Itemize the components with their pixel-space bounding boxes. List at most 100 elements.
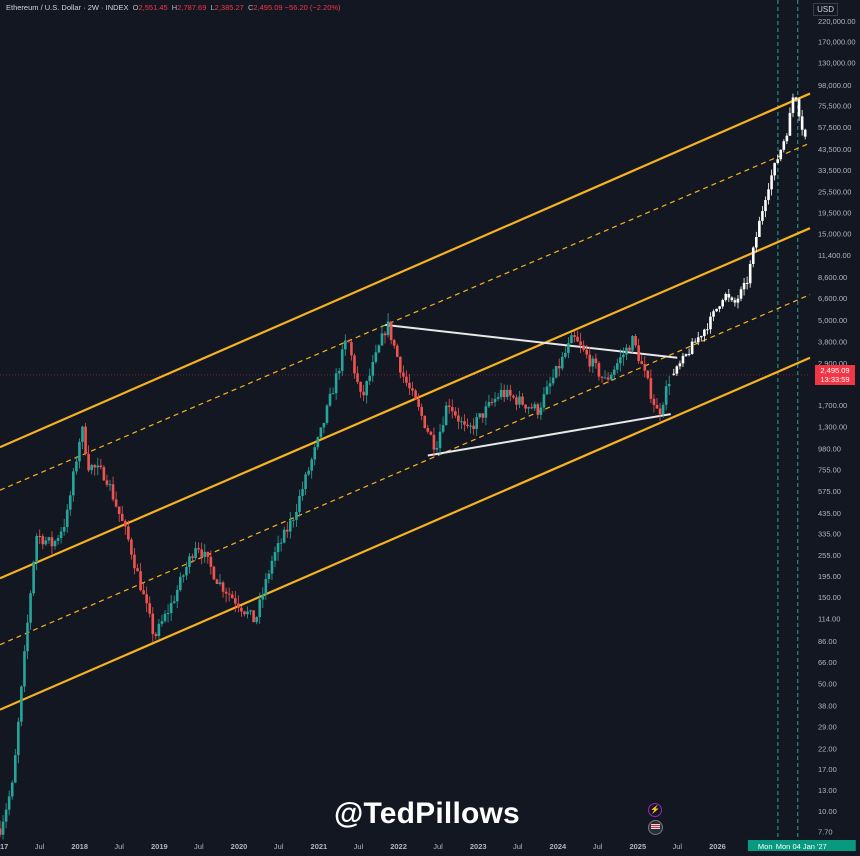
candle-body: [87, 454, 90, 471]
candle-body: [200, 549, 203, 557]
candle-body: [637, 345, 640, 362]
candle-body: [411, 388, 414, 391]
candle-body: [17, 721, 20, 756]
candle-body: [191, 556, 194, 558]
candle-body: [748, 264, 752, 284]
y-tick-label: 255.00: [818, 551, 841, 560]
candle-body: [175, 589, 179, 602]
candle-body: [0, 828, 2, 835]
candle-body: [675, 366, 679, 374]
candle-body: [582, 345, 585, 350]
candle-body: [432, 434, 436, 450]
candle-body: [736, 298, 740, 303]
candle-body: [423, 415, 427, 428]
candle-body: [206, 551, 210, 557]
candle-body: [548, 383, 552, 387]
candle-body: [690, 341, 694, 354]
candle-body: [417, 399, 420, 407]
candle-body: [328, 393, 332, 406]
candle-body: [457, 415, 460, 422]
high-label: H: [171, 3, 178, 12]
candle-body: [715, 308, 718, 312]
candle-body: [227, 593, 231, 595]
candle-body: [347, 340, 350, 343]
us-flag-icon[interactable]: [648, 820, 663, 835]
candle-body: [160, 621, 164, 624]
lightning-icon[interactable]: ⚡: [648, 803, 662, 817]
candle-body: [139, 571, 142, 591]
y-tick-label: 15,000.00: [818, 229, 851, 238]
y-tick-label: 5,000.00: [818, 316, 847, 325]
candle-body: [542, 394, 546, 408]
candle-body: [292, 519, 295, 521]
candle-body: [658, 408, 662, 415]
candle-body: [111, 484, 115, 500]
candle-body: [102, 467, 106, 481]
date-marker-label: Mon: [758, 842, 773, 851]
candle-body: [794, 97, 798, 100]
channel-line: [0, 92, 811, 449]
candle-body: [163, 613, 167, 622]
candle-body: [533, 404, 537, 409]
candle-body: [567, 343, 570, 353]
candle-body: [466, 424, 469, 427]
y-tick-label: 25,500.00: [818, 187, 851, 196]
candle-body: [751, 247, 755, 265]
candle-body: [35, 535, 38, 562]
candle-body: [460, 421, 463, 423]
candle-body: [4, 809, 8, 822]
candle-body: [597, 363, 601, 377]
currency-button[interactable]: USD: [813, 3, 838, 16]
candle-body: [108, 484, 112, 486]
candle-body: [316, 437, 320, 448]
candle-body: [356, 373, 359, 382]
y-tick-label: 22.00: [818, 745, 837, 754]
candle-body: [304, 474, 307, 490]
time-axis-area: [0, 839, 860, 851]
candle-body: [295, 511, 298, 520]
candle-body: [344, 340, 347, 350]
candle-body: [59, 531, 63, 539]
candle-body: [499, 389, 503, 398]
candle-body: [512, 395, 515, 398]
x-tick-label: Jul: [35, 842, 45, 851]
y-tick-label: 33,500.00: [818, 166, 851, 175]
candle-body: [557, 366, 561, 369]
y-tick-label: 755.00: [818, 465, 841, 474]
watermark-handle: @TedPillows: [334, 797, 520, 830]
candle-body: [68, 495, 72, 510]
x-tick-label: Jul: [672, 842, 682, 851]
candle-body: [157, 623, 161, 637]
candle-body: [515, 397, 518, 405]
y-tick-label: 335.00: [818, 530, 841, 539]
candle-body: [279, 542, 283, 544]
y-tick-label: 220,000.00: [818, 17, 856, 26]
y-tick-label: 114.00: [818, 615, 840, 624]
y-tick-label: 13.00: [818, 786, 837, 795]
y-tick-label: 980.00: [818, 445, 841, 454]
x-tick-label: Jul: [513, 842, 523, 851]
candle-body: [383, 333, 387, 336]
candle-body: [718, 306, 721, 309]
candle-body: [472, 425, 475, 429]
candle-body: [773, 162, 776, 176]
candle-body: [255, 617, 258, 623]
candle-body: [724, 294, 728, 301]
channel-line: [0, 227, 811, 580]
candle-body: [770, 175, 773, 190]
candle-body: [672, 373, 676, 375]
candle-body: [402, 372, 405, 377]
y-tick-label: 575.00: [818, 487, 841, 496]
channel-midline: [0, 142, 811, 491]
candle-body: [127, 526, 130, 540]
candle-body: [319, 427, 323, 438]
y-tick-label: 50.00: [818, 680, 837, 689]
date-marker-chip: [747, 840, 856, 851]
channel-midline: [0, 294, 811, 646]
candle-body: [10, 782, 14, 797]
candle-body: [23, 651, 26, 687]
candle-body: [573, 335, 576, 337]
candle-body: [252, 610, 255, 623]
